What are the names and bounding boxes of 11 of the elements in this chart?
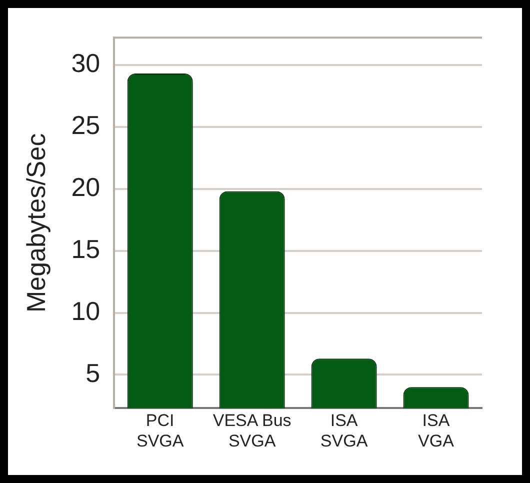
y-tick-label: 15 xyxy=(71,234,100,264)
x-tick-label: ISA VGA xyxy=(418,411,455,450)
y-tick-label: 5 xyxy=(86,358,100,388)
x-tick-label: ISA SVGA xyxy=(320,411,368,450)
y-axis-title: Megabytes/Sec xyxy=(20,133,51,313)
y-tick-label: 10 xyxy=(71,296,100,326)
x-tick-label: PCI SVGA xyxy=(136,411,184,450)
y-tick-label: 30 xyxy=(71,48,100,78)
y-tick-label: 25 xyxy=(71,110,100,140)
x-tick-label: VESA Bus SVGA xyxy=(212,411,292,450)
y-tick-label: 20 xyxy=(71,172,100,202)
